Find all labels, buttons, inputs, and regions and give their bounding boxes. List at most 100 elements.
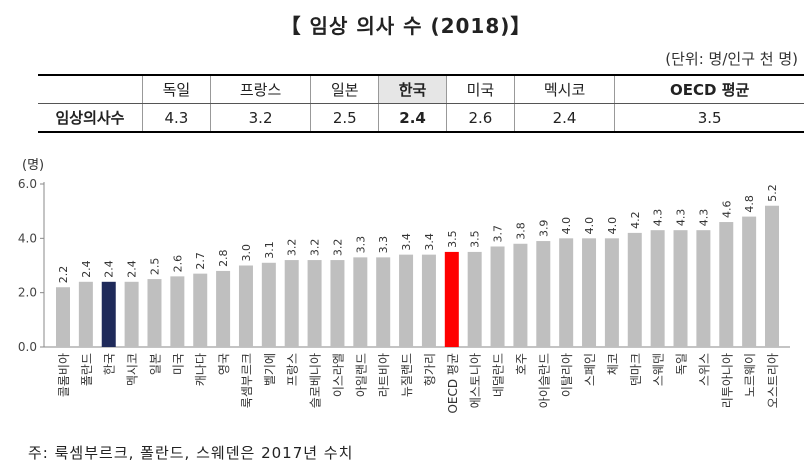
bar-value-label: 4.0 <box>606 217 619 235</box>
x-tick-label: 스웨덴 <box>652 353 666 386</box>
x-tick-label: 슬로베니아 <box>309 353 323 408</box>
bar <box>696 230 711 347</box>
x-tick-label: OECD 평균 <box>446 353 460 414</box>
bar-value-label: 2.4 <box>80 260 93 278</box>
summary-value-usa: 2.6 <box>445 103 515 133</box>
bar-value-label: 2.4 <box>103 260 116 278</box>
bar-value-label: 4.3 <box>697 209 710 227</box>
bar-value-label: 2.2 <box>57 266 70 284</box>
bar-value-label: 2.8 <box>217 249 230 267</box>
bar-value-label: 3.9 <box>537 220 550 238</box>
summary-value-dokil: 4.3 <box>142 103 211 133</box>
x-tick-label: 노르웨이 <box>743 353 757 397</box>
summary-row-label: 임상의사수 <box>38 103 143 133</box>
bar-value-label: 4.3 <box>652 209 665 227</box>
y-tick-label: 0.0 <box>18 340 37 354</box>
bar <box>604 238 619 347</box>
summary-header-row: 독일 프랑스 일본 한국 미국 멕시코 OECD 평균 <box>38 74 804 104</box>
bar <box>56 287 70 347</box>
summary-value-korea: 2.4 <box>378 103 447 133</box>
summary-country-mexico: 멕시코 <box>513 74 615 104</box>
bar <box>124 281 139 347</box>
bar <box>307 260 322 347</box>
unit-note: (단위: 명/인구 천 명) <box>665 50 798 68</box>
bar <box>216 270 231 347</box>
bar-value-label: 2.4 <box>126 260 139 278</box>
bar <box>536 241 551 347</box>
bar-value-label: 4.8 <box>743 195 756 213</box>
bar <box>353 257 368 347</box>
bar-value-label: 4.3 <box>675 209 688 227</box>
x-tick-label: 콜롬비아 <box>57 353 71 397</box>
x-tick-label: 벨기에 <box>263 353 277 386</box>
x-tick-label: 폴란드 <box>80 353 94 386</box>
x-tick-label: 독일 <box>675 353 689 375</box>
x-tick-label: 룩셈부르크 <box>240 353 254 408</box>
bar <box>719 222 734 347</box>
bar-value-label: 4.0 <box>560 217 573 235</box>
bar <box>673 230 688 347</box>
bar-value-label: 3.2 <box>286 239 299 256</box>
bar-value-label: 3.0 <box>240 244 253 262</box>
bar <box>261 262 276 347</box>
x-tick-label: 호주 <box>514 353 528 375</box>
y-tick-label: 2.0 <box>18 286 37 300</box>
summary-table: 독일 프랑스 일본 한국 미국 멕시코 OECD 평균 임상의사수 4.3 3.… <box>38 74 804 133</box>
bar-value-label: 4.2 <box>629 211 642 229</box>
bar <box>170 276 185 347</box>
bar <box>193 273 208 347</box>
bar <box>765 205 779 347</box>
bar <box>421 254 436 347</box>
summary-corner-cell <box>38 74 143 104</box>
bar-value-label: 3.5 <box>446 230 459 248</box>
bar-value-label: 3.5 <box>469 230 482 248</box>
bar-value-label: 3.4 <box>400 233 413 251</box>
x-tick-label: 뉴질랜드 <box>400 353 414 397</box>
x-tick-label: 덴마크 <box>629 353 643 386</box>
summary-value-mexico: 2.4 <box>513 103 615 133</box>
bar-value-label: 3.3 <box>377 236 390 254</box>
x-tick-label: 일본 <box>148 353 162 375</box>
summary-country-korea: 한국 <box>378 74 447 104</box>
bar-value-label: 3.8 <box>514 222 527 240</box>
x-tick-label: 한국 <box>103 353 117 375</box>
bar <box>78 281 93 347</box>
bar-value-label: 3.3 <box>354 236 367 254</box>
x-tick-label: 리투아니아 <box>720 353 734 408</box>
summary-country-japan: 일본 <box>310 74 379 104</box>
x-tick-label: 에스토니아 <box>469 353 483 408</box>
bar <box>742 216 757 347</box>
summary-value-france: 3.2 <box>209 103 311 133</box>
footnote: 주: 룩셈부르크, 폴란드, 스웨덴은 2017년 수치 <box>28 444 354 462</box>
bar-value-label: 2.5 <box>148 258 161 276</box>
bar <box>490 246 505 347</box>
x-tick-label: 스페인 <box>583 353 597 386</box>
summary-country-usa: 미국 <box>445 74 515 104</box>
y-tick-label: 4.0 <box>18 231 37 245</box>
x-tick-label: 이스라엘 <box>331 353 345 397</box>
bar-value-label: 3.2 <box>309 239 322 256</box>
x-tick-label: 오스트리아 <box>766 353 780 408</box>
bar-value-label: 4.6 <box>720 201 733 219</box>
bar <box>582 238 597 347</box>
bar <box>101 281 116 347</box>
x-tick-label: 스위스 <box>697 353 711 386</box>
x-tick-label: 미국 <box>171 353 185 375</box>
x-tick-label: 이탈리아 <box>560 353 574 397</box>
bar-value-label: 3.1 <box>263 241 276 259</box>
bar <box>444 251 459 347</box>
x-tick-label: 라트비아 <box>377 353 391 397</box>
x-tick-label: 멕시코 <box>126 353 140 386</box>
x-tick-label: 아일랜드 <box>354 353 368 397</box>
bar <box>559 238 574 347</box>
bar <box>650 230 665 347</box>
x-tick-label: 네덜란드 <box>492 353 506 397</box>
bar <box>513 243 528 347</box>
bar <box>330 260 345 347</box>
bar-value-label: 2.6 <box>171 255 184 273</box>
x-tick-label: 영국 <box>217 353 231 375</box>
bar <box>284 260 299 347</box>
bar <box>627 232 642 347</box>
y-axis-label: (명) <box>22 158 44 173</box>
x-tick-label: 캐나다 <box>194 353 208 386</box>
